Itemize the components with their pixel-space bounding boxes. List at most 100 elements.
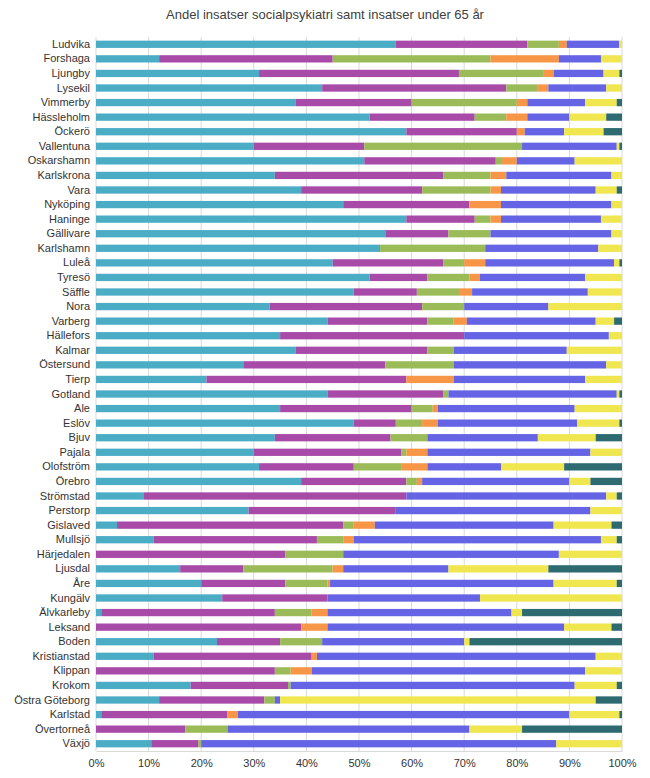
bar — [285, 551, 343, 558]
y-tick: Mullsjö — [56, 533, 96, 545]
x-tick: 60% — [401, 751, 423, 769]
bar — [525, 128, 564, 135]
bar — [96, 492, 143, 499]
bar — [559, 55, 601, 62]
bar — [96, 682, 191, 689]
y-tick: Växjö — [62, 737, 96, 749]
bar — [611, 201, 622, 208]
y-tick-label: Östra Göteborg — [14, 694, 90, 706]
y-tick: Östersund — [39, 358, 96, 370]
bar — [191, 682, 288, 689]
bar — [117, 522, 343, 529]
bar — [201, 580, 285, 587]
bar — [577, 420, 619, 427]
bar — [285, 580, 327, 587]
grid — [96, 37, 622, 751]
bar — [96, 114, 370, 121]
bar — [406, 128, 516, 135]
bar — [222, 594, 327, 601]
y-tick: Örebro — [56, 475, 96, 487]
bar — [333, 565, 344, 572]
bar — [217, 638, 280, 645]
bar — [622, 274, 623, 281]
bar — [96, 143, 254, 150]
bar — [275, 609, 312, 616]
bar — [96, 274, 370, 281]
bar — [501, 157, 517, 164]
bar — [370, 274, 428, 281]
y-tick: Nora — [66, 300, 96, 312]
bar — [243, 361, 385, 368]
bar — [291, 667, 312, 674]
bar — [517, 157, 575, 164]
bar — [401, 449, 406, 456]
bar — [385, 361, 453, 368]
bar — [96, 288, 354, 295]
bar — [601, 536, 617, 543]
y-tick-label: Gällivare — [47, 227, 90, 239]
bar — [480, 274, 585, 281]
y-tick-label: Älvkarleby — [39, 606, 90, 618]
bar — [96, 653, 154, 660]
bar — [206, 376, 406, 383]
x-axis: 0%10%20%30%40%50%60%70%80%90%100% — [89, 751, 637, 769]
bar — [506, 114, 527, 121]
bar — [548, 84, 606, 91]
bar — [622, 84, 623, 91]
bar — [275, 172, 443, 179]
x-tick-label: 80% — [506, 757, 528, 769]
bar — [159, 696, 264, 703]
y-tick-label: Karlshamn — [37, 242, 90, 254]
y-tick: Eslöv — [63, 417, 96, 429]
y-tick-label: Örebro — [56, 475, 90, 487]
bar — [96, 230, 385, 237]
bar — [501, 186, 596, 193]
y-tick: Krokom — [52, 679, 96, 691]
bar — [354, 522, 375, 529]
bar — [327, 594, 480, 601]
y-tick-label: Karlskrona — [37, 169, 90, 181]
x-tick-label: 60% — [401, 757, 423, 769]
bar — [327, 580, 330, 587]
bar — [522, 726, 622, 733]
bar — [264, 696, 275, 703]
bar — [622, 361, 623, 368]
bar — [433, 405, 438, 412]
bar — [622, 653, 623, 660]
bar — [619, 70, 622, 77]
y-tick-label: Nora — [66, 300, 91, 312]
bar — [438, 420, 577, 427]
bar — [96, 609, 101, 616]
bar — [619, 143, 622, 150]
bar — [327, 390, 443, 397]
y-axis: LudvikaForshagaLjungbyLysekilVimmerbyHäs… — [14, 38, 96, 752]
bar — [354, 288, 417, 295]
bar — [96, 332, 280, 339]
bar — [569, 711, 619, 718]
series — [469, 70, 622, 733]
y-tick-label: Ale — [74, 402, 90, 414]
bar — [96, 347, 296, 354]
bar — [469, 201, 501, 208]
y-tick-label: Luleå — [63, 256, 91, 268]
bar — [343, 536, 354, 543]
y-tick-label: Ludvika — [52, 38, 91, 50]
bar — [564, 128, 603, 135]
bar — [619, 420, 622, 427]
bar — [606, 492, 617, 499]
bar — [604, 70, 620, 77]
bar — [96, 172, 275, 179]
bar — [622, 332, 623, 339]
bar — [406, 449, 427, 456]
bar — [527, 114, 569, 121]
y-tick: Öckerö — [55, 125, 96, 137]
bar — [243, 565, 332, 572]
bar — [512, 609, 523, 616]
bar — [301, 624, 327, 631]
bar — [622, 376, 623, 383]
x-tick-label: 70% — [454, 757, 476, 769]
bar — [491, 216, 502, 223]
x-tick: 70% — [454, 751, 476, 769]
bar — [96, 41, 396, 48]
y-tick: Strömstad — [40, 490, 96, 502]
